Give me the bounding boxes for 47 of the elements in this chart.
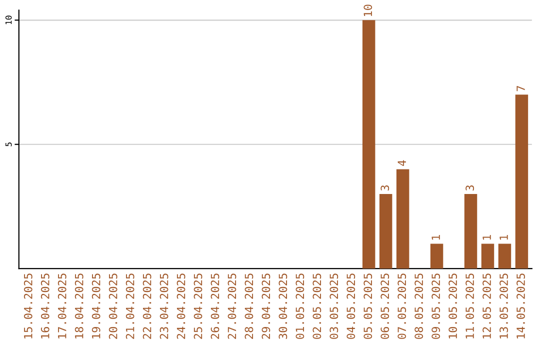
x-tick-label: 20.04.2025 xyxy=(108,274,118,339)
data-label: 1 xyxy=(482,235,491,240)
y-tick-label: 5 xyxy=(6,142,12,146)
x-tick-label: 10.05.2025 xyxy=(448,274,458,338)
x-tick-label: 02.05.2025 xyxy=(312,274,322,339)
bar xyxy=(430,244,444,269)
x-tick-label: 26.04.2025 xyxy=(210,274,220,339)
bar xyxy=(396,169,410,269)
x-tick-label: 04.05.2025 xyxy=(346,274,356,339)
data-label: 1 xyxy=(500,235,508,240)
x-tick-label: 23.04.2025 xyxy=(160,274,168,339)
x-tick-label: 30.04.2025 xyxy=(278,274,288,339)
x-tick-label: 08.05.2025 xyxy=(414,274,424,339)
x-tick-label: 27.04.2025 xyxy=(228,274,236,339)
bar xyxy=(481,244,494,269)
x-tick-label: 03.05.2025 xyxy=(330,274,338,339)
data-label: 7 xyxy=(516,86,525,92)
x-tick-label: 29.04.2025 xyxy=(262,274,270,339)
bar xyxy=(379,194,392,269)
bar xyxy=(515,94,528,269)
x-tick-label: 15.04.2025 xyxy=(24,274,32,338)
x-tick-label: 14.05.2025 xyxy=(516,274,525,338)
x-tick-label: 12.05.2025 xyxy=(482,274,491,338)
bar xyxy=(362,20,376,269)
x-tick-label: 24.04.2025 xyxy=(176,274,186,339)
x-tick-label: 16.04.2025 xyxy=(40,274,50,338)
data-label: 10 xyxy=(364,4,372,16)
bar xyxy=(498,244,512,269)
x-tick-label: 17.04.2025 xyxy=(58,274,66,338)
x-tick-label: 21.04.2025 xyxy=(126,274,134,339)
data-label: 3 xyxy=(466,185,474,191)
x-tick-label: 09.05.2025 xyxy=(432,274,440,339)
x-tick-label: 22.04.2025 xyxy=(142,274,152,339)
x-tick-label: 28.04.2025 xyxy=(244,274,254,339)
data-label: 3 xyxy=(380,185,390,191)
data-label: 4 xyxy=(398,160,406,166)
x-tick-label: 01.05.2025 xyxy=(296,274,304,339)
x-tick-label: 06.05.2025 xyxy=(380,274,390,339)
bar xyxy=(464,194,478,269)
x-tick-label: 19.04.2025 xyxy=(92,274,100,338)
x-tick-label: 07.05.2025 xyxy=(398,274,406,339)
x-tick-label: 18.04.2025 xyxy=(74,274,84,338)
data-label: 1 xyxy=(432,235,440,240)
x-tick-label: 05.05.2025 xyxy=(364,274,372,339)
x-tick-label: 13.05.2025 xyxy=(500,274,508,338)
x-tick-label: 11.05.2025 xyxy=(466,274,474,338)
x-tick-label: 25.04.2025 xyxy=(194,274,202,339)
